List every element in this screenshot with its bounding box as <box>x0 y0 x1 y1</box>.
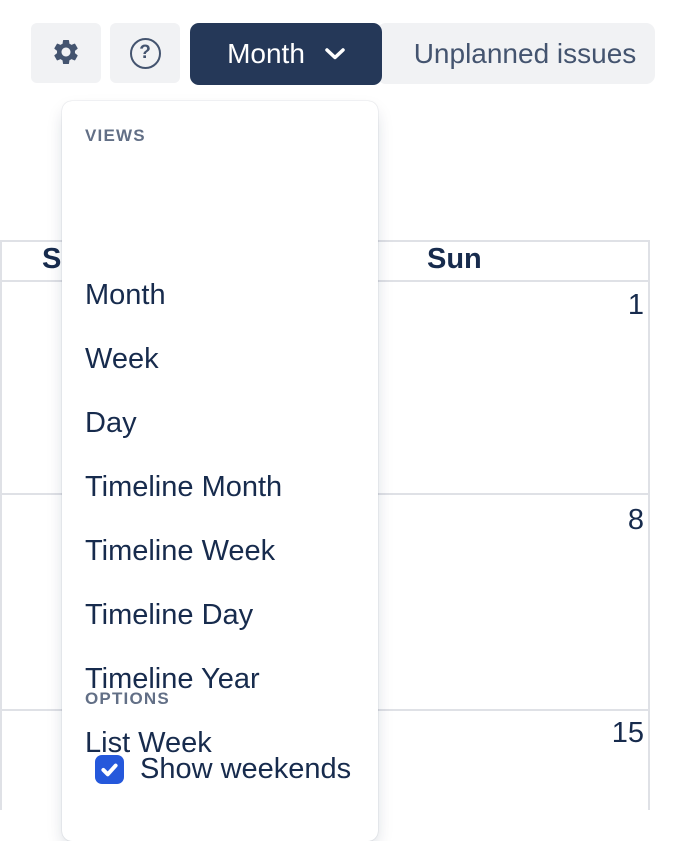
menu-item-list-week[interactable]: List Week <box>85 726 212 759</box>
menu-item-timeline-year[interactable]: Timeline Year <box>85 662 260 695</box>
help-button[interactable]: ? <box>110 23 180 83</box>
grid-line <box>0 240 2 810</box>
unplanned-issues-button[interactable]: Unplanned issues <box>377 23 655 84</box>
gear-icon <box>51 37 81 70</box>
day-cell-number: 1 <box>627 289 644 321</box>
day-cell-number: 8 <box>627 504 644 536</box>
chevron-down-icon <box>325 48 345 60</box>
settings-button[interactable] <box>31 23 101 83</box>
view-dropdown-menu: VIEWS Month Week Day Timeline Month Time… <box>62 101 378 841</box>
calendar-screen: S Sun 1 8 15 ? Month Unplanned <box>0 23 655 810</box>
show-weekends-option[interactable]: Show weekends <box>62 737 378 801</box>
menu-item-timeline-day[interactable]: Timeline Day <box>85 598 254 631</box>
show-weekends-label: Show weekends <box>140 752 352 785</box>
menu-item-day[interactable]: Day <box>85 406 137 439</box>
view-selector-label: Month <box>227 38 305 69</box>
views-section-label: VIEWS <box>85 126 146 145</box>
unplanned-issues-label: Unplanned issues <box>413 37 637 69</box>
menu-item-timeline-month[interactable]: Timeline Month <box>85 470 283 503</box>
menu-item-timeline-week[interactable]: Timeline Week <box>85 534 276 567</box>
calendar-toolbar: ? Month Unplanned issues <box>31 23 655 85</box>
day-header-sun: Sun <box>427 243 482 275</box>
help-icon: ? <box>129 37 161 69</box>
show-weekends-checkbox[interactable] <box>95 754 124 784</box>
day-cell-number: 15 <box>611 717 644 749</box>
checkmark-icon <box>99 759 120 780</box>
options-section-label: OPTIONS <box>85 689 170 708</box>
view-menu-list: Month Week Day Timeline Month Timeline W… <box>62 263 378 775</box>
grid-line <box>648 240 650 810</box>
view-selector-button[interactable]: Month <box>190 23 382 85</box>
menu-item-month[interactable]: Month <box>85 278 166 311</box>
day-header-sat: S <box>42 243 62 275</box>
menu-item-week[interactable]: Week <box>85 342 159 375</box>
